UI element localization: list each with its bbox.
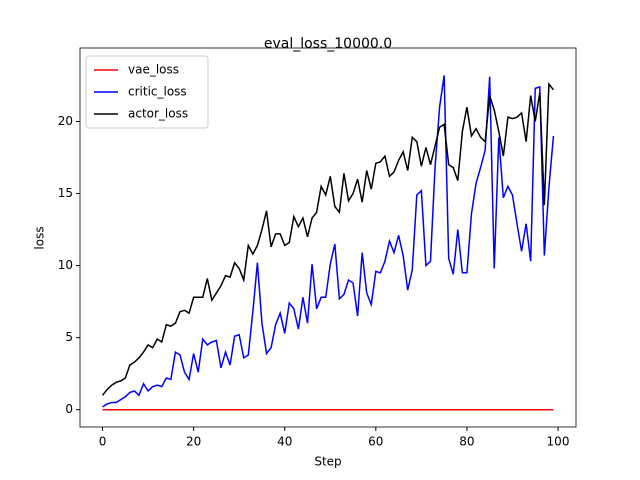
legend-label: actor_loss bbox=[128, 107, 188, 121]
plot-frame bbox=[79, 47, 577, 428]
y-tick-label: 5 bbox=[65, 330, 73, 344]
series-line bbox=[102, 75, 555, 408]
y-tick-label: 20 bbox=[58, 114, 73, 128]
x-tick-label: 20 bbox=[186, 435, 201, 449]
y-tick-label: 15 bbox=[58, 186, 73, 200]
series-line bbox=[101, 81, 555, 396]
legend-label: vae_loss bbox=[128, 63, 179, 77]
legend-box bbox=[85, 55, 209, 129]
x-axis-label: Step bbox=[314, 455, 341, 469]
y-tick-label: 0 bbox=[65, 402, 73, 416]
x-tick-label: 100 bbox=[547, 435, 570, 449]
x-tick-label: 60 bbox=[368, 435, 383, 449]
y-tick-label: 10 bbox=[58, 258, 73, 272]
legend-label: critic_loss bbox=[128, 85, 187, 99]
x-tick-label: 80 bbox=[459, 435, 474, 449]
y-axis-label: loss bbox=[33, 226, 47, 249]
chart-title: eval_loss_10000.0 bbox=[264, 36, 392, 52]
x-tick-label: 0 bbox=[99, 435, 107, 449]
x-tick-label: 40 bbox=[277, 435, 292, 449]
